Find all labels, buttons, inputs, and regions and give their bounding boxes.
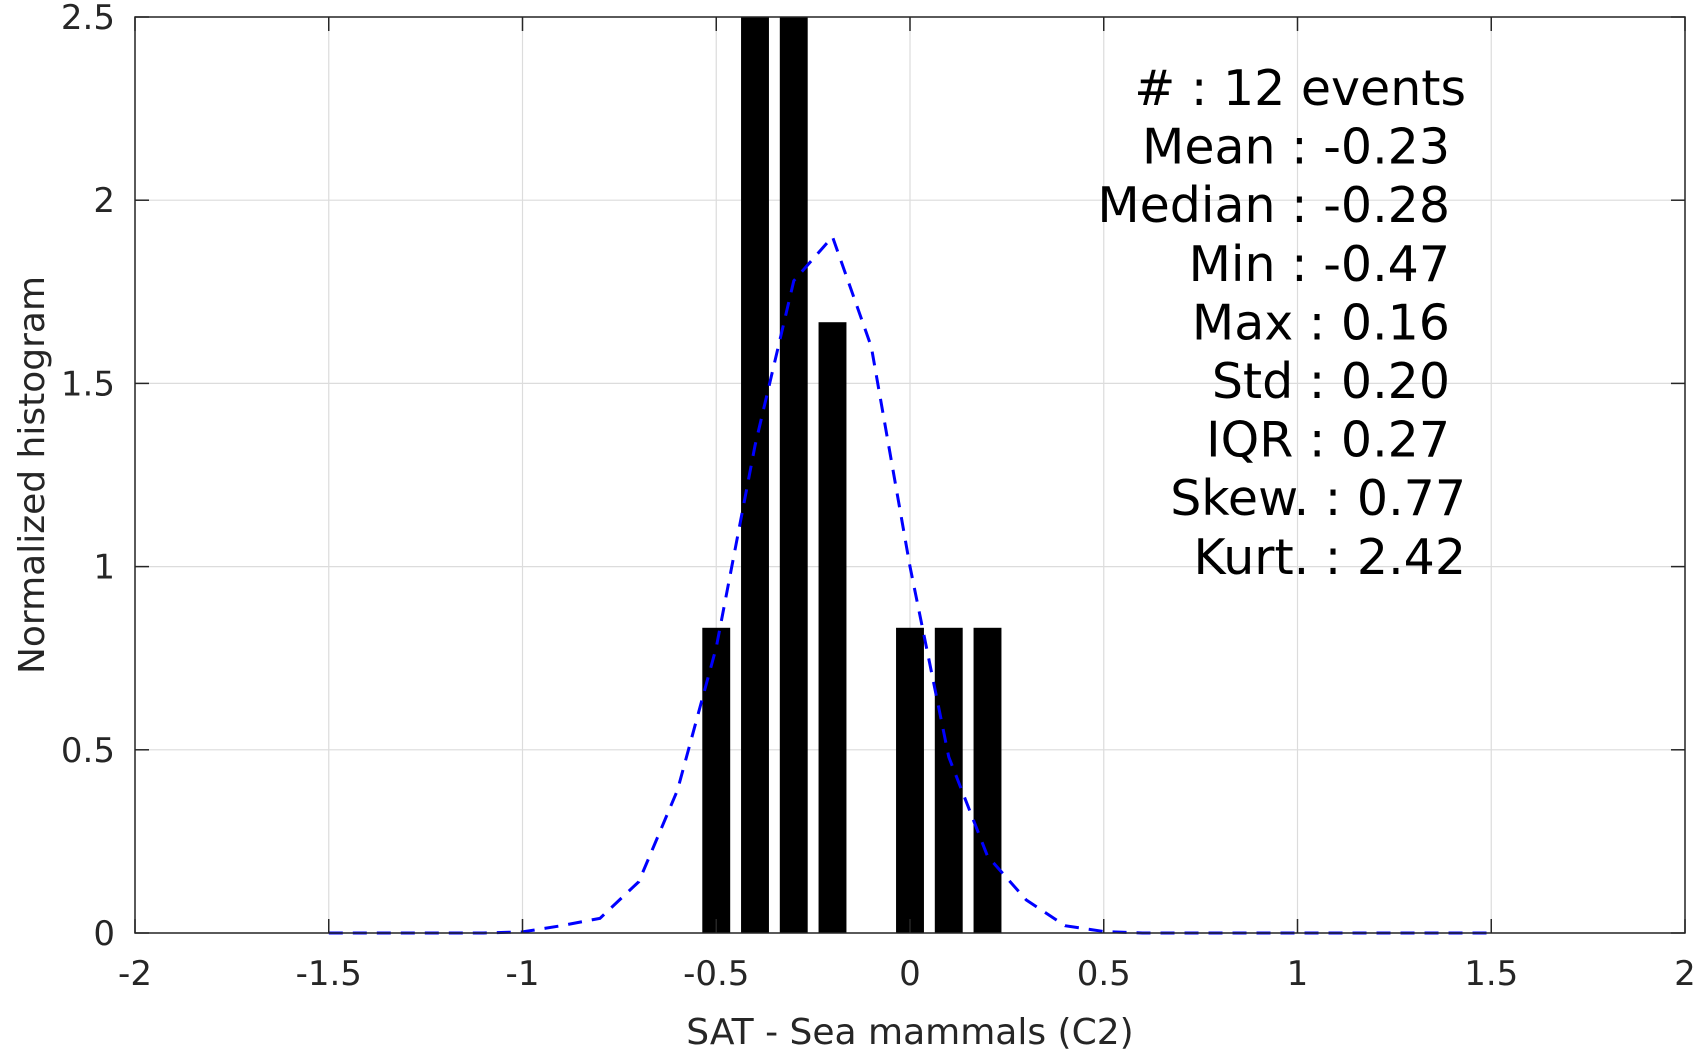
stats-line: Kurt. : 2.42: [1194, 529, 1466, 586]
x-axis-label: SAT - Sea mammals (C2): [686, 1012, 1133, 1053]
y-tick-label: 0: [93, 914, 115, 954]
stats-line: # : 12 events: [1134, 60, 1466, 117]
y-tick-label: 0.5: [61, 731, 115, 771]
stats-line: Median : -0.28: [1097, 177, 1450, 234]
histogram-bar: [973, 627, 1002, 933]
x-tick-label: -2: [118, 954, 152, 994]
stats-line: Std : 0.20: [1212, 353, 1450, 410]
x-tick-label: 1: [1287, 954, 1309, 994]
stats-line: IQR : 0.27: [1206, 412, 1450, 469]
y-tick-label: 1.5: [61, 364, 115, 404]
histogram-bar: [818, 322, 847, 934]
y-axis-label: Normalized histogram: [12, 276, 53, 674]
y-tick-label: 2: [93, 181, 115, 221]
x-tick-label: 1.5: [1464, 954, 1518, 994]
x-tick-label: 0: [899, 954, 921, 994]
x-tick-label: -1: [506, 954, 540, 994]
stats-line: Max : 0.16: [1192, 294, 1450, 351]
y-tick-labels: 0 0.5 1 1.5 2 2.5: [61, 0, 115, 954]
stats-line: Mean : -0.23: [1142, 119, 1450, 176]
histogram-bar: [741, 17, 769, 933]
stats-line: Min : -0.47: [1189, 236, 1450, 293]
x-tick-label: 2: [1674, 954, 1696, 994]
y-tick-label: 2.5: [61, 0, 115, 38]
histogram-bar: [779, 17, 808, 933]
histogram-bar: [896, 627, 924, 933]
axis-ticks: [134, 16, 1686, 934]
histogram-bar: [702, 627, 731, 933]
x-tick-label: 0.5: [1077, 954, 1131, 994]
y-tick-label: 1: [93, 548, 115, 588]
x-tick-labels: -2 -1.5 -1 -0.5 0 0.5 1 1.5 2: [118, 954, 1696, 994]
x-tick-label: -0.5: [683, 954, 749, 994]
stats-line: Skew. : 0.77: [1170, 470, 1466, 527]
histogram-bars: [702, 17, 1002, 934]
x-tick-label: -1.5: [296, 954, 362, 994]
